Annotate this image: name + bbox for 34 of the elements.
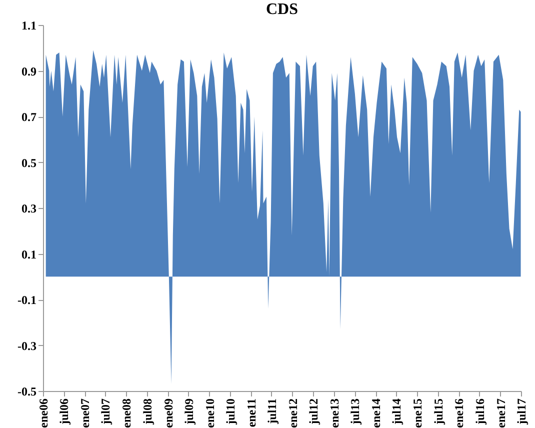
x-tick-label: jul14 (390, 398, 404, 426)
x-tick-label: ene06 (36, 398, 50, 428)
x-tick-label: ene08 (120, 398, 134, 428)
y-tick-label: -0.1 (18, 293, 36, 307)
x-tick-label: ene14 (369, 398, 384, 428)
chart-title: CDS (266, 1, 298, 18)
x-tick-label: jul13 (348, 398, 362, 426)
y-tick-label: 0.5 (22, 156, 36, 170)
x-tick-label: ene09 (161, 398, 176, 428)
x-tick-label: ene10 (202, 398, 217, 428)
y-tick-label: 1.1 (22, 18, 36, 32)
x-tick-label: jul15 (431, 398, 446, 426)
x-tick-label: ene17 (494, 398, 508, 428)
x-tick-label: ene13 (328, 398, 342, 428)
x-tick-label: ene15 (410, 398, 425, 428)
x-tick-label: ene16 (452, 398, 466, 428)
x-tick-label: jul06 (57, 398, 72, 426)
x-tick-label: jul10 (223, 398, 238, 426)
x-tick-label: jul16 (472, 398, 487, 426)
x-tick-label: ene07 (78, 398, 92, 428)
x-tick-label: jul09 (182, 398, 196, 426)
x-tick-label: jul11 (264, 398, 279, 425)
x-tick-label: jul07 (98, 398, 113, 426)
y-tick-label: -0.3 (18, 338, 36, 353)
y-tick-label: -0.5 (18, 384, 36, 398)
x-tick-label: ene12 (286, 398, 300, 428)
y-tick-label: 0.3 (22, 202, 36, 216)
y-tick-label: 0.9 (22, 64, 36, 78)
x-tick-label: jul12 (306, 398, 321, 426)
y-tick-label: 0.7 (22, 110, 36, 124)
x-tick-label: jul17 (514, 398, 528, 426)
y-tick-label: 0.1 (22, 247, 36, 262)
x-tick-label: ene11 (244, 398, 258, 428)
x-tick-label: jul08 (140, 398, 154, 426)
